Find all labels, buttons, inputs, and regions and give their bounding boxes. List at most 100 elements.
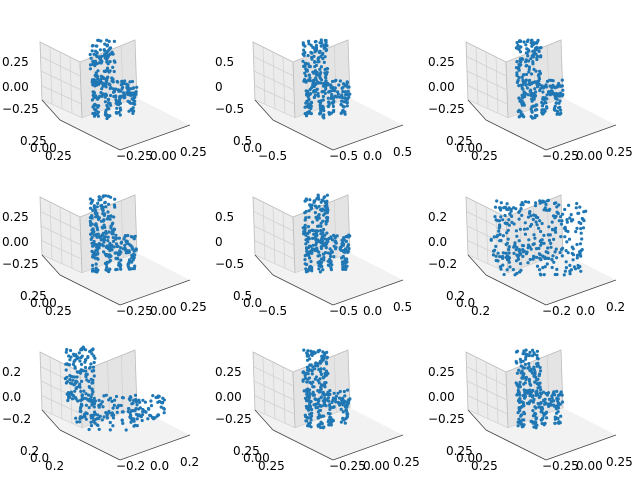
data-point	[303, 396, 308, 400]
data-point	[101, 212, 105, 216]
data-point	[324, 246, 328, 250]
y-axis-line	[332, 124, 404, 151]
data-point	[74, 416, 78, 420]
data-point	[133, 94, 137, 99]
data-point	[546, 246, 550, 250]
data-point	[508, 265, 512, 269]
data-point	[513, 241, 517, 245]
data-point	[528, 388, 532, 392]
data-point	[535, 382, 539, 386]
data-point	[324, 205, 328, 209]
data-point	[540, 110, 544, 115]
data-point	[550, 220, 554, 224]
data-point	[305, 104, 309, 108]
data-point	[553, 96, 557, 100]
data-point	[97, 416, 101, 420]
data-point	[133, 234, 137, 238]
data-point	[522, 404, 526, 408]
x-tick-label: 0.00	[456, 141, 483, 155]
data-point	[309, 349, 313, 353]
data-point	[112, 39, 116, 44]
data-point	[312, 200, 316, 204]
data-point	[326, 396, 330, 400]
data-point	[507, 247, 511, 252]
data-point	[579, 221, 583, 226]
data-point	[333, 239, 338, 243]
data-point	[321, 376, 325, 380]
data-point	[525, 227, 529, 231]
y-tick-label: 0.00	[576, 149, 603, 163]
data-point	[121, 85, 125, 89]
data-point	[565, 240, 569, 244]
data-point	[517, 115, 521, 119]
data-point	[553, 104, 557, 108]
data-point	[315, 218, 319, 222]
data-point	[549, 89, 553, 93]
data-point	[91, 111, 95, 116]
data-point	[535, 353, 539, 357]
data-point	[103, 100, 107, 104]
point-cloud	[514, 348, 565, 430]
data-point	[547, 404, 551, 408]
data-point	[531, 394, 535, 398]
data-point	[92, 94, 96, 99]
data-point	[522, 350, 526, 354]
data-point	[120, 240, 124, 244]
data-point	[537, 252, 541, 256]
x-axis-line	[41, 409, 61, 431]
data-point	[304, 74, 308, 78]
data-point	[320, 78, 324, 82]
data-point	[108, 52, 112, 57]
z-tick-label: 0.25	[2, 210, 29, 224]
x-tick-label: −0.5	[258, 304, 287, 318]
data-point	[314, 39, 318, 44]
data-point	[95, 205, 99, 209]
data-point	[126, 407, 131, 411]
data-point	[523, 362, 527, 366]
data-point	[91, 365, 96, 369]
data-point	[304, 270, 308, 274]
data-point	[132, 91, 136, 95]
data-point	[111, 416, 116, 420]
data-point	[323, 237, 327, 241]
data-point	[543, 96, 547, 100]
data-point	[342, 100, 346, 104]
data-point	[518, 380, 522, 384]
data-point	[343, 84, 347, 88]
data-point	[308, 256, 312, 260]
data-point	[515, 60, 519, 64]
y-tick-label: −0.25	[542, 149, 579, 163]
data-point	[337, 396, 342, 400]
data-point	[534, 201, 538, 205]
data-point	[310, 57, 314, 61]
data-point	[102, 240, 106, 244]
data-point	[494, 254, 498, 258]
data-point	[109, 214, 113, 218]
data-point	[524, 200, 528, 204]
data-point	[88, 67, 92, 71]
data-point	[311, 45, 315, 50]
data-point	[99, 198, 103, 202]
data-point	[319, 420, 323, 424]
data-point	[533, 116, 537, 120]
data-point	[579, 269, 583, 273]
data-point	[561, 212, 565, 216]
data-point	[578, 250, 582, 254]
data-point	[309, 104, 313, 108]
data-point	[327, 399, 331, 403]
data-point	[303, 376, 307, 380]
data-point	[320, 239, 324, 243]
data-point	[308, 65, 312, 69]
data-point	[308, 407, 312, 411]
data-point	[316, 60, 320, 64]
data-point	[105, 44, 109, 48]
data-point	[128, 87, 132, 91]
data-point	[546, 233, 550, 237]
data-point	[543, 100, 547, 104]
y-tick-label: 0.0	[363, 149, 382, 163]
x-axis-line-front	[272, 274, 334, 306]
data-point	[528, 82, 532, 86]
data-point	[534, 375, 538, 379]
data-point	[538, 72, 542, 76]
data-point	[113, 197, 117, 201]
